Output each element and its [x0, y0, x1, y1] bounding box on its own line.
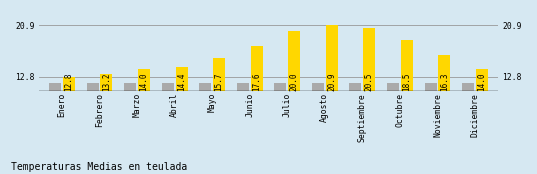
Bar: [401, 41, 413, 92]
Bar: [425, 82, 437, 92]
Bar: [364, 28, 375, 92]
Bar: [213, 58, 225, 92]
Text: 15.7: 15.7: [215, 72, 223, 90]
Text: 20.0: 20.0: [290, 72, 299, 90]
Text: 14.0: 14.0: [477, 72, 487, 90]
Bar: [387, 82, 399, 92]
Bar: [312, 82, 324, 92]
Bar: [237, 82, 249, 92]
Text: 14.4: 14.4: [177, 72, 186, 90]
Bar: [326, 25, 338, 92]
Text: 14.0: 14.0: [140, 72, 148, 90]
Bar: [199, 82, 211, 92]
Bar: [49, 82, 61, 92]
Text: 16.3: 16.3: [440, 72, 449, 90]
Bar: [176, 67, 187, 92]
Bar: [439, 54, 451, 92]
Bar: [162, 82, 173, 92]
Bar: [86, 82, 98, 92]
Text: 12.8: 12.8: [64, 72, 74, 90]
Bar: [100, 74, 112, 92]
Bar: [124, 82, 136, 92]
Text: 17.6: 17.6: [252, 72, 261, 90]
Bar: [288, 31, 300, 92]
Text: 18.5: 18.5: [402, 72, 411, 90]
Bar: [138, 69, 150, 92]
Bar: [462, 82, 474, 92]
Text: 20.9: 20.9: [327, 72, 336, 90]
Text: 13.2: 13.2: [102, 72, 111, 90]
Bar: [63, 77, 75, 92]
Text: Temperaturas Medias en teulada: Temperaturas Medias en teulada: [11, 162, 187, 172]
Bar: [251, 46, 263, 92]
Bar: [274, 82, 286, 92]
Bar: [476, 69, 488, 92]
Text: 20.5: 20.5: [365, 72, 374, 90]
Bar: [350, 82, 361, 92]
